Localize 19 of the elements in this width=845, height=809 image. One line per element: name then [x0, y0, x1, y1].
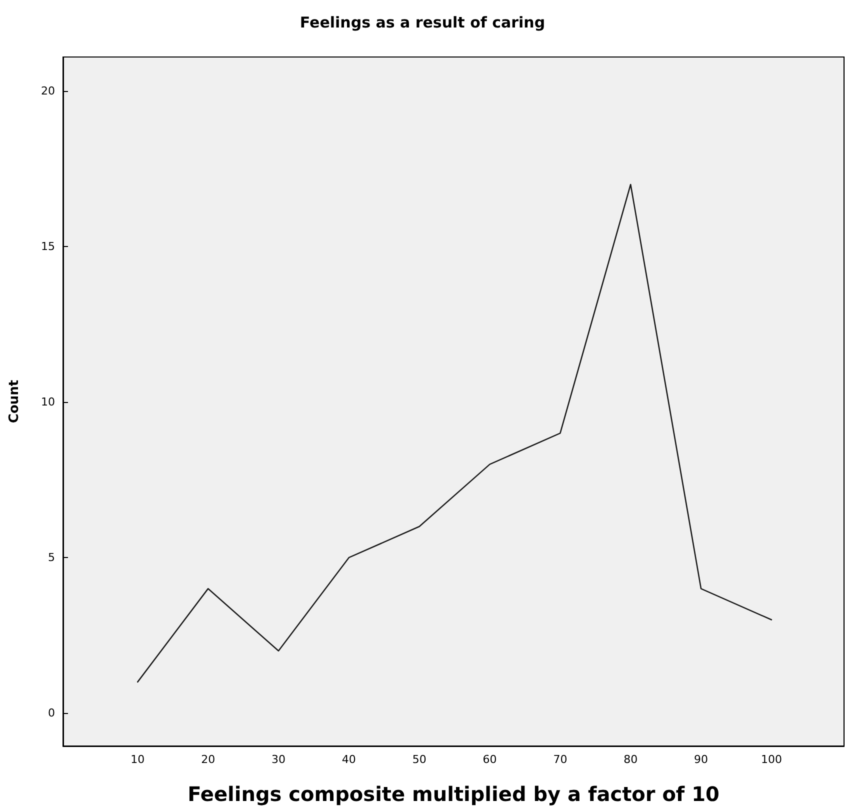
y-tick-label: 0	[48, 706, 55, 720]
x-tick-label: 70	[553, 753, 568, 766]
y-axis-title: Count	[7, 380, 22, 424]
x-tick-label: 80	[624, 753, 638, 766]
x-axis-title: Feelings composite multiplied by a factor of 10	[188, 782, 720, 806]
y-tick-label: 20	[41, 84, 55, 98]
x-tick-label: 30	[271, 753, 286, 766]
x-tick-label: 100	[760, 753, 782, 766]
y-tick-label: 5	[48, 551, 55, 564]
x-tick-label: 90	[694, 753, 708, 766]
x-tick-label: 60	[482, 753, 497, 766]
y-tick-label: 10	[41, 396, 55, 409]
x-tick-label: 50	[412, 753, 426, 766]
x-tick-label: 40	[342, 753, 356, 766]
x-tick-label: 10	[130, 753, 145, 766]
y-tick-label: 15	[41, 240, 55, 254]
line-series	[137, 184, 772, 683]
chart-title: Feelings as a result of caring	[300, 14, 546, 32]
x-tick-label: 20	[201, 753, 216, 766]
